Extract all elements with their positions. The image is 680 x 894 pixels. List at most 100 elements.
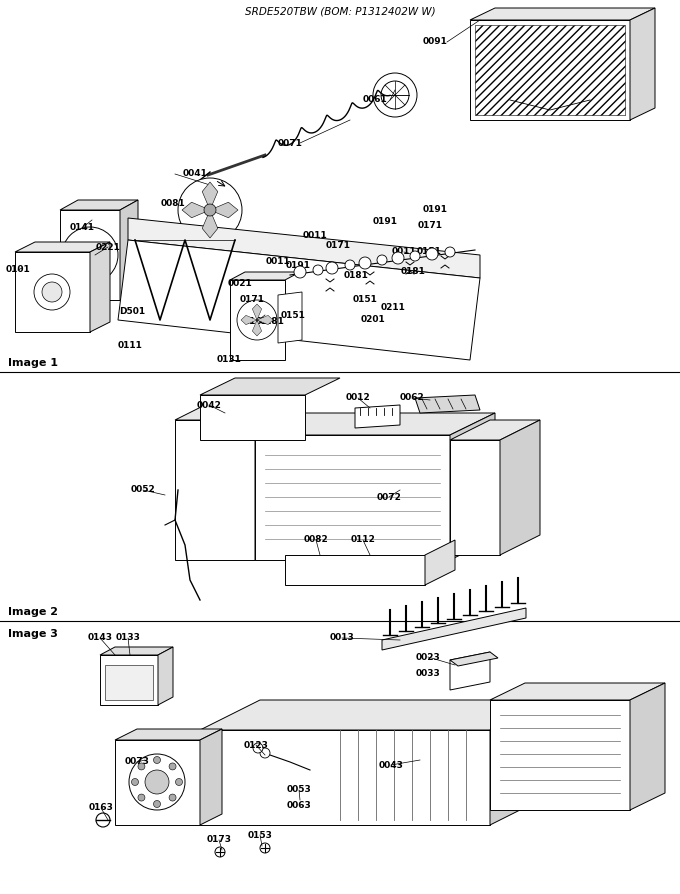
Text: 0141: 0141 xyxy=(69,224,95,232)
Polygon shape xyxy=(15,242,110,252)
Text: 0161: 0161 xyxy=(243,317,269,326)
Text: 0061: 0061 xyxy=(362,96,388,105)
Text: SRDE520TBW (BOM: P1312402W W): SRDE520TBW (BOM: P1312402W W) xyxy=(245,6,435,16)
Text: 0171: 0171 xyxy=(418,221,443,230)
Text: 0163: 0163 xyxy=(88,804,114,813)
Circle shape xyxy=(154,800,160,807)
Text: 0053: 0053 xyxy=(287,786,311,795)
Text: 0153: 0153 xyxy=(248,831,273,839)
Polygon shape xyxy=(255,435,450,560)
Circle shape xyxy=(204,204,216,216)
Text: 0173: 0173 xyxy=(207,836,231,845)
Polygon shape xyxy=(415,395,480,413)
Polygon shape xyxy=(450,420,540,440)
Text: D501: D501 xyxy=(119,308,145,316)
Text: 0063: 0063 xyxy=(287,800,311,809)
Polygon shape xyxy=(450,413,495,560)
Text: 0033: 0033 xyxy=(415,670,441,679)
Circle shape xyxy=(169,763,176,770)
Circle shape xyxy=(96,813,110,827)
Polygon shape xyxy=(425,540,455,585)
Polygon shape xyxy=(355,405,400,428)
Circle shape xyxy=(169,794,176,801)
Text: 0011: 0011 xyxy=(392,248,416,257)
Text: 0013: 0013 xyxy=(330,634,354,643)
Circle shape xyxy=(154,756,160,763)
Polygon shape xyxy=(470,20,630,120)
Polygon shape xyxy=(90,242,110,332)
Polygon shape xyxy=(200,395,305,440)
Circle shape xyxy=(129,754,185,810)
Text: 0012: 0012 xyxy=(345,393,371,402)
Text: 0042: 0042 xyxy=(197,401,222,409)
Polygon shape xyxy=(118,240,480,360)
Text: 0021: 0021 xyxy=(228,279,252,288)
Polygon shape xyxy=(285,555,425,585)
Polygon shape xyxy=(200,730,490,825)
Polygon shape xyxy=(470,8,655,20)
Text: 0171: 0171 xyxy=(326,240,350,249)
Polygon shape xyxy=(100,655,158,705)
Polygon shape xyxy=(252,304,262,320)
Polygon shape xyxy=(490,700,630,810)
Text: 0201: 0201 xyxy=(360,316,386,325)
Polygon shape xyxy=(105,665,153,700)
Circle shape xyxy=(215,847,225,857)
Polygon shape xyxy=(15,252,90,332)
Circle shape xyxy=(138,794,145,801)
Polygon shape xyxy=(200,729,222,825)
Polygon shape xyxy=(630,8,655,120)
Polygon shape xyxy=(230,272,300,280)
Text: 0143: 0143 xyxy=(88,634,112,643)
Text: 0023: 0023 xyxy=(415,653,441,662)
Polygon shape xyxy=(490,700,550,825)
Circle shape xyxy=(34,274,70,310)
Text: 0043: 0043 xyxy=(379,761,403,770)
Polygon shape xyxy=(200,700,550,730)
Text: Image 2: Image 2 xyxy=(8,607,58,618)
Polygon shape xyxy=(230,280,285,360)
Circle shape xyxy=(260,748,270,758)
Circle shape xyxy=(426,248,438,260)
Text: 0081: 0081 xyxy=(160,198,186,207)
Polygon shape xyxy=(490,683,665,700)
Polygon shape xyxy=(241,316,257,325)
Text: 0011: 0011 xyxy=(266,257,290,266)
Text: 0191: 0191 xyxy=(286,260,311,269)
Polygon shape xyxy=(450,652,490,690)
Circle shape xyxy=(260,843,270,853)
Text: 0171: 0171 xyxy=(239,296,265,305)
Polygon shape xyxy=(175,420,255,560)
Text: 0221: 0221 xyxy=(96,242,120,251)
Circle shape xyxy=(326,262,338,274)
Polygon shape xyxy=(182,202,210,218)
Polygon shape xyxy=(100,647,173,655)
Circle shape xyxy=(178,178,242,242)
Polygon shape xyxy=(175,405,285,420)
Text: 0041: 0041 xyxy=(182,170,207,179)
Text: 0181: 0181 xyxy=(260,317,284,326)
Polygon shape xyxy=(278,292,302,343)
Circle shape xyxy=(445,247,455,257)
Circle shape xyxy=(253,743,263,753)
Text: 0073: 0073 xyxy=(124,757,150,766)
Text: 0151: 0151 xyxy=(417,248,441,257)
Circle shape xyxy=(145,770,169,794)
Text: 0181: 0181 xyxy=(401,267,426,276)
Text: 0211: 0211 xyxy=(381,303,405,313)
Polygon shape xyxy=(60,200,138,210)
Text: 0191: 0191 xyxy=(422,206,447,215)
Circle shape xyxy=(62,227,118,283)
Text: 0072: 0072 xyxy=(377,493,401,502)
Circle shape xyxy=(381,81,409,109)
Polygon shape xyxy=(382,608,526,650)
Text: 0112: 0112 xyxy=(351,536,375,544)
Circle shape xyxy=(131,779,139,786)
Polygon shape xyxy=(255,405,285,560)
Text: Image 3: Image 3 xyxy=(8,629,58,639)
Circle shape xyxy=(373,73,417,117)
Circle shape xyxy=(345,260,355,270)
Text: 0011: 0011 xyxy=(303,231,327,240)
Text: 0181: 0181 xyxy=(343,271,369,280)
Polygon shape xyxy=(450,652,498,666)
